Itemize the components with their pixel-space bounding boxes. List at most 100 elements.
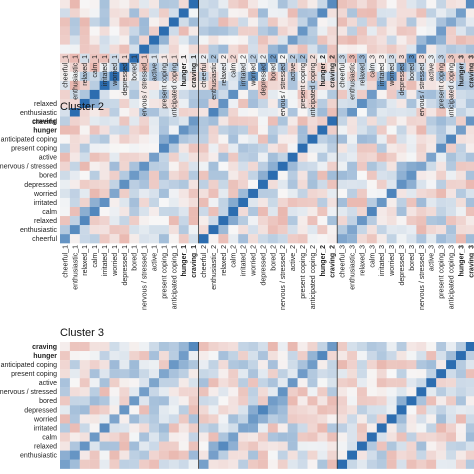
heatmap-cell xyxy=(159,351,170,361)
heatmap-cell xyxy=(139,441,150,451)
heatmap-cell xyxy=(159,0,170,9)
heatmap-cell xyxy=(406,26,417,36)
heatmap-cell xyxy=(228,108,239,118)
heatmap-cell xyxy=(149,170,160,180)
heatmap-cell xyxy=(307,207,318,217)
heatmap-cell xyxy=(396,387,407,397)
heatmap-cell xyxy=(287,351,298,361)
heatmap-cell xyxy=(426,26,437,36)
heatmap-cell xyxy=(317,432,328,442)
heatmap-cell xyxy=(168,225,179,235)
heatmap-cell xyxy=(357,89,368,100)
heatmap-cell xyxy=(208,98,219,109)
heatmap-cell xyxy=(327,62,338,72)
heatmap-cell xyxy=(208,441,219,451)
heatmap-cell xyxy=(258,360,269,370)
heatmap-cell xyxy=(436,197,447,208)
heatmap-cell xyxy=(327,405,338,415)
heatmap-cell xyxy=(317,207,328,217)
heatmap-cell xyxy=(327,143,338,153)
heatmap-cell xyxy=(149,134,160,144)
heatmap-cell xyxy=(347,459,358,469)
heatmap-cell xyxy=(238,17,249,27)
row-label-relaxed: relaxed xyxy=(34,443,57,450)
heatmap-cell xyxy=(119,225,130,235)
heatmap-cell xyxy=(426,378,437,388)
heatmap-cell xyxy=(406,405,417,415)
heatmap-cell xyxy=(337,152,348,162)
heatmap-cell xyxy=(327,0,338,9)
column-label-active-2: active_2 xyxy=(290,55,297,81)
column-label-hunger-1: hunger_1 xyxy=(181,55,188,87)
heatmap-cell xyxy=(416,360,427,370)
heatmap-cell xyxy=(376,369,387,379)
row-label-bored: bored xyxy=(39,173,57,180)
column-label-worried-2: worried_2 xyxy=(250,55,257,87)
heatmap-cell xyxy=(208,44,219,54)
heatmap-cell xyxy=(277,80,288,91)
heatmap-cell xyxy=(327,234,338,244)
heatmap-cell xyxy=(188,44,199,54)
heatmap-cell xyxy=(465,225,474,235)
heatmap-cell xyxy=(297,342,308,352)
heatmap-cell xyxy=(337,414,348,424)
heatmap-cell xyxy=(277,360,288,370)
heatmap-cell xyxy=(168,360,179,370)
heatmap-cell xyxy=(60,170,71,180)
row-label-worried: worried xyxy=(33,191,57,198)
heatmap-cell xyxy=(446,53,457,63)
heatmap-cell xyxy=(139,62,150,72)
heatmap-cell xyxy=(386,116,397,126)
heatmap-cell xyxy=(258,207,269,217)
heatmap-cell xyxy=(208,26,219,36)
heatmap-cell xyxy=(178,387,189,397)
heatmap-cell xyxy=(307,116,318,126)
heatmap-cell xyxy=(277,0,288,9)
heatmap-cell xyxy=(376,396,387,406)
heatmap-cell xyxy=(376,161,387,171)
heatmap-cell xyxy=(416,188,427,199)
heatmap-cell xyxy=(60,143,71,153)
heatmap-cell xyxy=(198,396,209,406)
heatmap-cell xyxy=(287,152,298,162)
heatmap-cell xyxy=(89,44,100,54)
heatmap-cell xyxy=(149,17,160,27)
heatmap-cell xyxy=(287,378,298,388)
heatmap-cell xyxy=(178,207,189,217)
heatmap-cell xyxy=(168,0,179,9)
heatmap-cell xyxy=(129,342,140,352)
heatmap-cell xyxy=(89,216,100,226)
heatmap-cell xyxy=(109,134,120,144)
heatmap-cell xyxy=(238,125,249,135)
heatmap-cell xyxy=(188,459,199,469)
heatmap-cell xyxy=(89,369,100,379)
heatmap-cell xyxy=(69,80,80,91)
heatmap-cell xyxy=(337,26,348,36)
heatmap-cell xyxy=(218,369,229,379)
heatmap-cell xyxy=(218,378,229,388)
heatmap-cell xyxy=(436,179,447,190)
heatmap-cell xyxy=(109,207,120,217)
heatmap-cell xyxy=(178,26,189,36)
heatmap-cell xyxy=(139,152,150,162)
heatmap-cell xyxy=(337,17,348,27)
heatmap-cell xyxy=(60,225,71,235)
heatmap-cell xyxy=(60,161,71,171)
heatmap-cell xyxy=(228,387,239,397)
heatmap-cell xyxy=(297,216,308,226)
heatmap-cell xyxy=(119,71,130,81)
heatmap-cell xyxy=(366,216,377,226)
heatmap-cell xyxy=(238,89,249,100)
heatmap-cell xyxy=(386,71,397,81)
heatmap-cell xyxy=(446,432,457,442)
heatmap-cell xyxy=(337,108,348,118)
heatmap-cell xyxy=(357,459,368,469)
heatmap-cell xyxy=(327,188,338,199)
heatmap-cell xyxy=(416,71,427,81)
heatmap-cell xyxy=(69,369,80,379)
heatmap-cell xyxy=(386,387,397,397)
heatmap-cell xyxy=(366,89,377,100)
heatmap-cell xyxy=(396,134,407,144)
heatmap-cell xyxy=(228,450,239,460)
heatmap-cell xyxy=(436,17,447,27)
